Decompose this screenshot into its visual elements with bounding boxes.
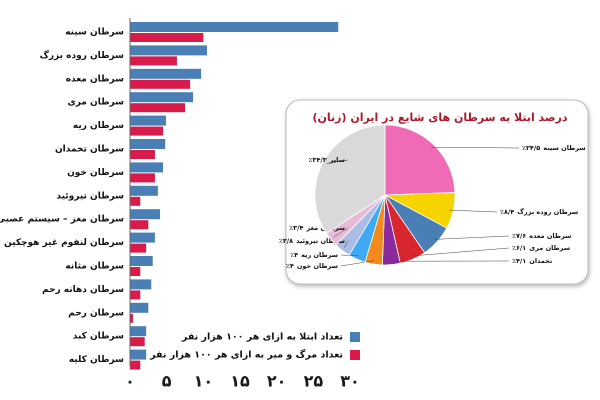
category-label: سرطان معده	[66, 74, 124, 84]
category-label: سرطان خون	[67, 168, 124, 178]
pie-category-label: سرطان ریه	[301, 251, 338, 259]
bar	[130, 209, 161, 220]
pie-label: ٪۳/۸ سرطان تیروئید	[279, 237, 345, 245]
category-label: سرطان رحم	[68, 308, 124, 318]
category-label: سرطان دهانه رحم	[42, 285, 124, 295]
leader-line	[340, 260, 375, 267]
leader-line	[344, 240, 349, 248]
pie-category-label: تخمدان	[529, 257, 552, 265]
pie-label: ٪۴/۱ تخمدان	[512, 257, 552, 265]
bar	[130, 243, 147, 253]
bar	[130, 92, 194, 103]
x-tick-label: ۳۰	[340, 372, 360, 391]
bar	[130, 313, 133, 323]
pie-value-label: ٪۴	[286, 262, 294, 270]
category-label: سرطان تیروئید	[56, 191, 124, 201]
pie-slice	[314, 124, 386, 234]
bar	[130, 139, 166, 149]
pie-value-label: ٪۴	[290, 251, 298, 259]
pie-category-label: سرطان مری	[529, 244, 570, 252]
bar	[130, 56, 177, 66]
pie-value-label: ٪۳/۸	[279, 237, 293, 245]
category-label: سرطان روده بزرگ	[40, 49, 124, 61]
pie-value-label: ٪۴/۱	[512, 257, 526, 265]
category-label: سرطان تخمدان	[55, 145, 124, 155]
x-tick-label: ۱۵	[230, 372, 250, 391]
bar	[130, 196, 141, 206]
leader-line	[434, 235, 510, 240]
bar	[130, 185, 158, 196]
legend-swatch	[350, 332, 360, 342]
leader-line	[411, 247, 510, 257]
pie-label: ٪۷/۶ سرطان معده	[512, 232, 571, 240]
pie-value-label: ٪۳۴/۳	[308, 156, 326, 164]
bar	[130, 173, 155, 183]
x-tick-label: ۵	[162, 372, 172, 391]
pie-value-label: ٪۳/۴	[289, 224, 303, 232]
bar	[130, 337, 145, 347]
legend-label: تعداد ابتلا به ازای هر ۱۰۰ هزار نفر	[181, 332, 343, 343]
leader-line	[333, 227, 349, 238]
x-tick-label: ۲۰	[267, 372, 287, 391]
bar	[130, 326, 147, 337]
leader-line	[340, 254, 359, 257]
bar	[130, 290, 141, 300]
pie-label: ٪۶/۱ سرطان مری	[512, 244, 570, 252]
bar	[130, 220, 149, 230]
pie-category-label: سایر	[329, 156, 345, 164]
bar	[130, 256, 153, 266]
bar	[130, 126, 163, 136]
pie-title: درصد ابتلا به سرطان های شایع در ایران (ز…	[312, 111, 567, 124]
leader-line	[449, 209, 498, 213]
category-label: سرطان مری	[67, 98, 124, 108]
pie-category-label: سرطان سینه	[543, 144, 585, 152]
category-label: سرطان مغز – سیستم عصبی	[0, 215, 124, 225]
bar	[130, 279, 152, 290]
x-tick-label: ۰	[125, 372, 135, 391]
bar	[130, 45, 207, 56]
pie-value-label: ٪۸/۴	[500, 208, 514, 216]
pie-label: ٪۸/۴ سرطان روده بزرگ	[500, 207, 578, 216]
pie-label: ٪۲۴/۵ سرطان سینه	[522, 144, 586, 152]
bar	[130, 68, 202, 79]
pie-label: ٪۴ سرطان ریه	[290, 251, 338, 259]
bar	[130, 360, 141, 370]
pie-category-label: سرطان معده	[529, 232, 571, 240]
pie-value-label: ٪۲۴/۵	[522, 144, 540, 152]
category-label: سرطان ریه	[73, 121, 124, 131]
category-label: سرطان لنفوم غیر هوچکین	[4, 238, 124, 248]
leader-line	[326, 159, 349, 164]
bar	[130, 22, 339, 32]
bar	[130, 302, 149, 313]
bar	[130, 267, 141, 276]
pie-label: ٪۳۴/۳ سایر	[308, 156, 345, 164]
bar	[130, 33, 204, 42]
category-label: سرطان کبد	[73, 332, 124, 342]
bar	[130, 79, 191, 89]
bar	[130, 115, 166, 126]
pie-category-label: سرطان تیروئید	[296, 237, 345, 245]
pie-slice	[384, 124, 456, 196]
x-tick-label: ۲۵	[304, 372, 324, 391]
legend-swatch	[350, 350, 360, 360]
pie-category-label: سرطان خون	[297, 262, 338, 270]
pie-category-label: سرطان روده بزرگ	[517, 207, 578, 216]
category-label: سرطان مثانه	[65, 262, 124, 272]
legend-label: تعداد مرگ و میر به ازای هر ۱۰۰ هزار نفر	[149, 349, 343, 361]
pie-label: ٪۴ سرطان خون	[286, 262, 338, 270]
bar	[130, 162, 163, 173]
bar	[130, 349, 147, 360]
leader-line	[431, 146, 520, 149]
bar	[130, 103, 185, 113]
pie-value-label: ٪۶/۱	[512, 244, 526, 252]
x-tick-label: ۱۰	[194, 372, 214, 391]
bar	[130, 150, 155, 159]
category-label: سرطان سینه	[65, 28, 124, 38]
category-label: سرطان کلیه	[69, 355, 124, 365]
pie-value-label: ٪۷/۶	[512, 232, 526, 240]
bar	[130, 232, 155, 243]
